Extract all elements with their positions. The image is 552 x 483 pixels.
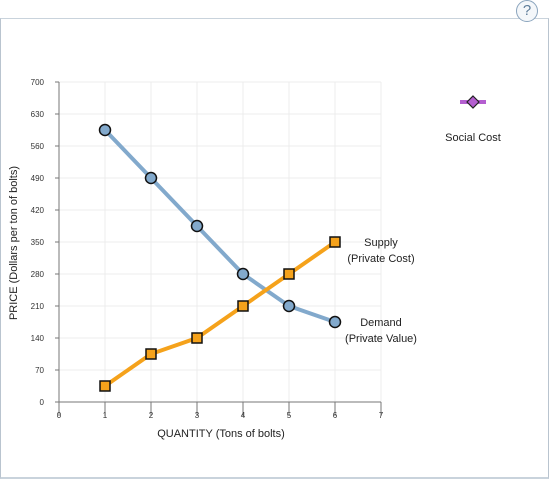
x-axis-title: QUANTITY (Tons of bolts) <box>157 428 285 440</box>
series-label: (Private Value) <box>345 333 417 345</box>
x-tick-label: 6 <box>333 411 338 420</box>
x-tick-label: 5 <box>287 411 292 420</box>
demand-point[interactable] <box>282 299 296 313</box>
y-tick-label: 140 <box>31 334 45 343</box>
series-line-1 <box>103 128 336 324</box>
supply-point[interactable] <box>191 332 203 344</box>
series-label: Supply <box>364 237 398 249</box>
x-tick-label: 7 <box>379 411 384 420</box>
y-tick-label: 700 <box>31 78 45 87</box>
y-tick-label: 630 <box>31 110 45 119</box>
demand-point[interactable] <box>144 171 158 185</box>
supply-point[interactable] <box>237 300 249 312</box>
y-tick-label: 490 <box>31 174 45 183</box>
series-label: Demand <box>360 317 402 329</box>
y-tick-label: 70 <box>35 366 44 375</box>
demand-point[interactable] <box>98 123 112 137</box>
y-tick-label: 210 <box>31 302 45 311</box>
demand-point[interactable] <box>328 315 342 329</box>
supply-point[interactable] <box>283 268 295 280</box>
supply-point[interactable] <box>329 236 341 248</box>
x-tick-label: 3 <box>195 411 200 420</box>
chart-panel <box>0 18 549 479</box>
demand-point[interactable] <box>190 219 204 233</box>
y-axis-title: PRICE (Dollars per ton of bolts) <box>8 166 20 320</box>
help-button[interactable]: ? <box>516 0 538 22</box>
series-label: (Private Cost) <box>347 253 414 265</box>
y-tick-label: 560 <box>31 142 45 151</box>
y-tick-label: 420 <box>31 206 45 215</box>
y-tick-label: 280 <box>31 270 45 279</box>
x-tick-label: 1 <box>103 411 108 420</box>
legend-social-cost-diamond-icon[interactable] <box>466 95 480 109</box>
supply-point[interactable] <box>99 380 111 392</box>
supply-point[interactable] <box>145 348 157 360</box>
y-tick-label: 350 <box>31 238 45 247</box>
x-tick-label: 0 <box>57 411 62 420</box>
x-tick-label: 4 <box>241 411 246 420</box>
y-tick-label: 0 <box>40 398 45 407</box>
legend-social-cost-label: Social Cost <box>445 132 501 144</box>
demand-point[interactable] <box>236 267 250 281</box>
series-line-2 <box>103 240 337 388</box>
x-tick-label: 2 <box>149 411 154 420</box>
